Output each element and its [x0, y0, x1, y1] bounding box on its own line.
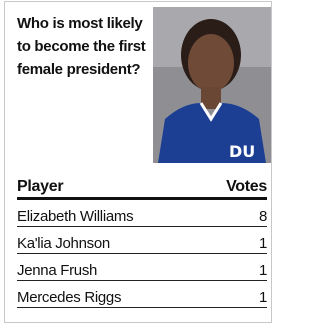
vote-count: 1 — [259, 235, 267, 252]
page: {"question": "Who is most likely to beco… — [0, 0, 278, 326]
question: Who is most likely to become the first f… — [17, 12, 149, 81]
player-name: Jenna Frush — [17, 262, 97, 279]
table-header: Player Votes — [17, 172, 267, 200]
header-cell: Votes — [226, 178, 267, 196]
table-row: Jenna Frush 1 — [17, 254, 267, 281]
table-row: Elizabeth Williams 8 — [17, 200, 267, 227]
vote-count: 1 — [259, 262, 267, 279]
vote-count: 8 — [259, 208, 267, 225]
poll-card: Who is most likely to become the first f… — [4, 1, 272, 323]
player-photo: DU — [153, 7, 271, 163]
player-name: Elizabeth Williams — [17, 208, 133, 225]
jersey-text: DU — [229, 142, 255, 161]
table-row: Ka'lia Johnson 1 — [17, 227, 267, 254]
table-row: Mercedes Riggs 1 — [17, 281, 267, 308]
vote-count: 1 — [259, 289, 267, 306]
face — [188, 34, 234, 92]
vote-table: Player Votes Elizabeth Williams 8 Ka'lia Joh… — [17, 172, 267, 308]
header-cell: Player — [17, 178, 63, 196]
player-name: Mercedes Riggs — [17, 289, 121, 306]
player-name: Ka'lia Johnson — [17, 235, 110, 252]
